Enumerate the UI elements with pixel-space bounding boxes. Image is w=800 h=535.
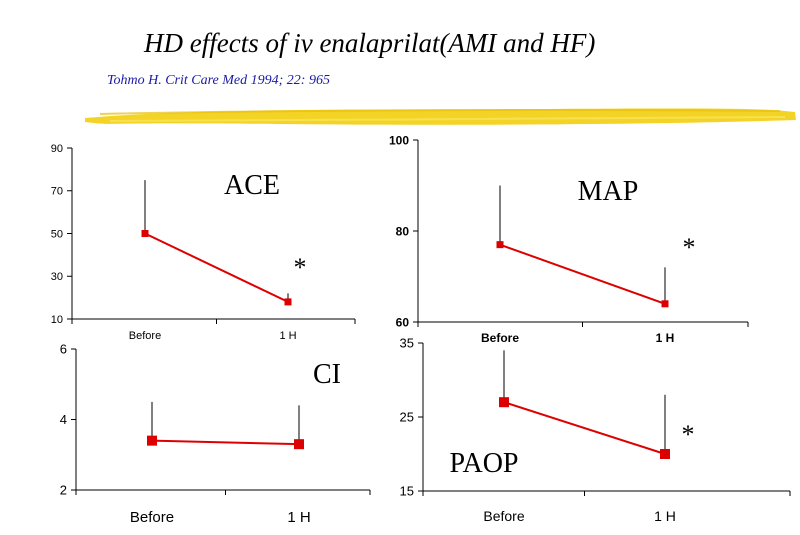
citation: Tohmo H. Crit Care Med 1994; 22: 965 — [107, 73, 330, 88]
data-point-marker — [496, 241, 504, 249]
x-category-label: Before — [483, 508, 524, 524]
data-point-marker — [661, 300, 669, 308]
slide-title: HD effects of iv enalaprilat(AMI and HF) — [144, 28, 596, 58]
y-tick-label: 10 — [51, 314, 63, 326]
series-line — [503, 401, 666, 455]
x-category-label: 1 H — [279, 330, 296, 342]
y-tick-label: 100 — [389, 133, 409, 147]
x-category-label: 1 H — [287, 509, 310, 526]
highlighter-stroke — [85, 108, 796, 125]
panel-label: CI — [313, 359, 341, 390]
y-tick-label: 50 — [51, 228, 63, 240]
data-point-marker — [141, 230, 149, 237]
panel-label: PAOP — [449, 448, 518, 479]
map-chart: 60 80 100 Before 1 H MAP * — [389, 133, 749, 345]
data-point-marker — [660, 449, 670, 459]
x-category-label: Before — [130, 509, 174, 526]
y-tick-label: 90 — [51, 143, 63, 155]
series-line — [144, 232, 289, 303]
ci-chart: 2 4 6 Before 1 H CI — [60, 342, 371, 526]
series-line — [151, 439, 300, 446]
y-tick-label: 30 — [51, 271, 63, 283]
y-tick-label: 6 — [60, 342, 67, 357]
y-tick-label: 15 — [400, 484, 414, 499]
significance-marker: * — [683, 233, 696, 262]
y-tick-label: 4 — [60, 412, 67, 427]
data-point-marker — [294, 439, 304, 450]
paop-chart: 15 25 35 Before 1 H PAOP * — [400, 336, 791, 524]
panel-label: MAP — [578, 176, 639, 207]
data-point-marker — [499, 397, 509, 408]
panel-label: ACE — [224, 170, 280, 201]
y-tick-label: 25 — [400, 410, 414, 425]
y-tick-label: 60 — [396, 315, 410, 329]
x-category-label: Before — [129, 330, 161, 342]
significance-marker: * — [682, 420, 695, 449]
y-tick-label: 80 — [396, 224, 410, 238]
x-category-label: 1 H — [654, 508, 676, 524]
x-category-label: 1 H — [656, 331, 675, 345]
y-tick-label: 35 — [400, 336, 414, 351]
data-point-marker — [284, 298, 292, 306]
y-tick-label: 2 — [60, 483, 67, 498]
data-point-marker — [147, 435, 157, 446]
series-line — [499, 243, 666, 305]
significance-marker: * — [294, 253, 307, 282]
y-tick-label: 70 — [51, 186, 63, 198]
ace-chart: 10 30 50 70 90 Before 1 H ACE * — [51, 143, 356, 342]
x-category-label: Before — [481, 331, 519, 345]
